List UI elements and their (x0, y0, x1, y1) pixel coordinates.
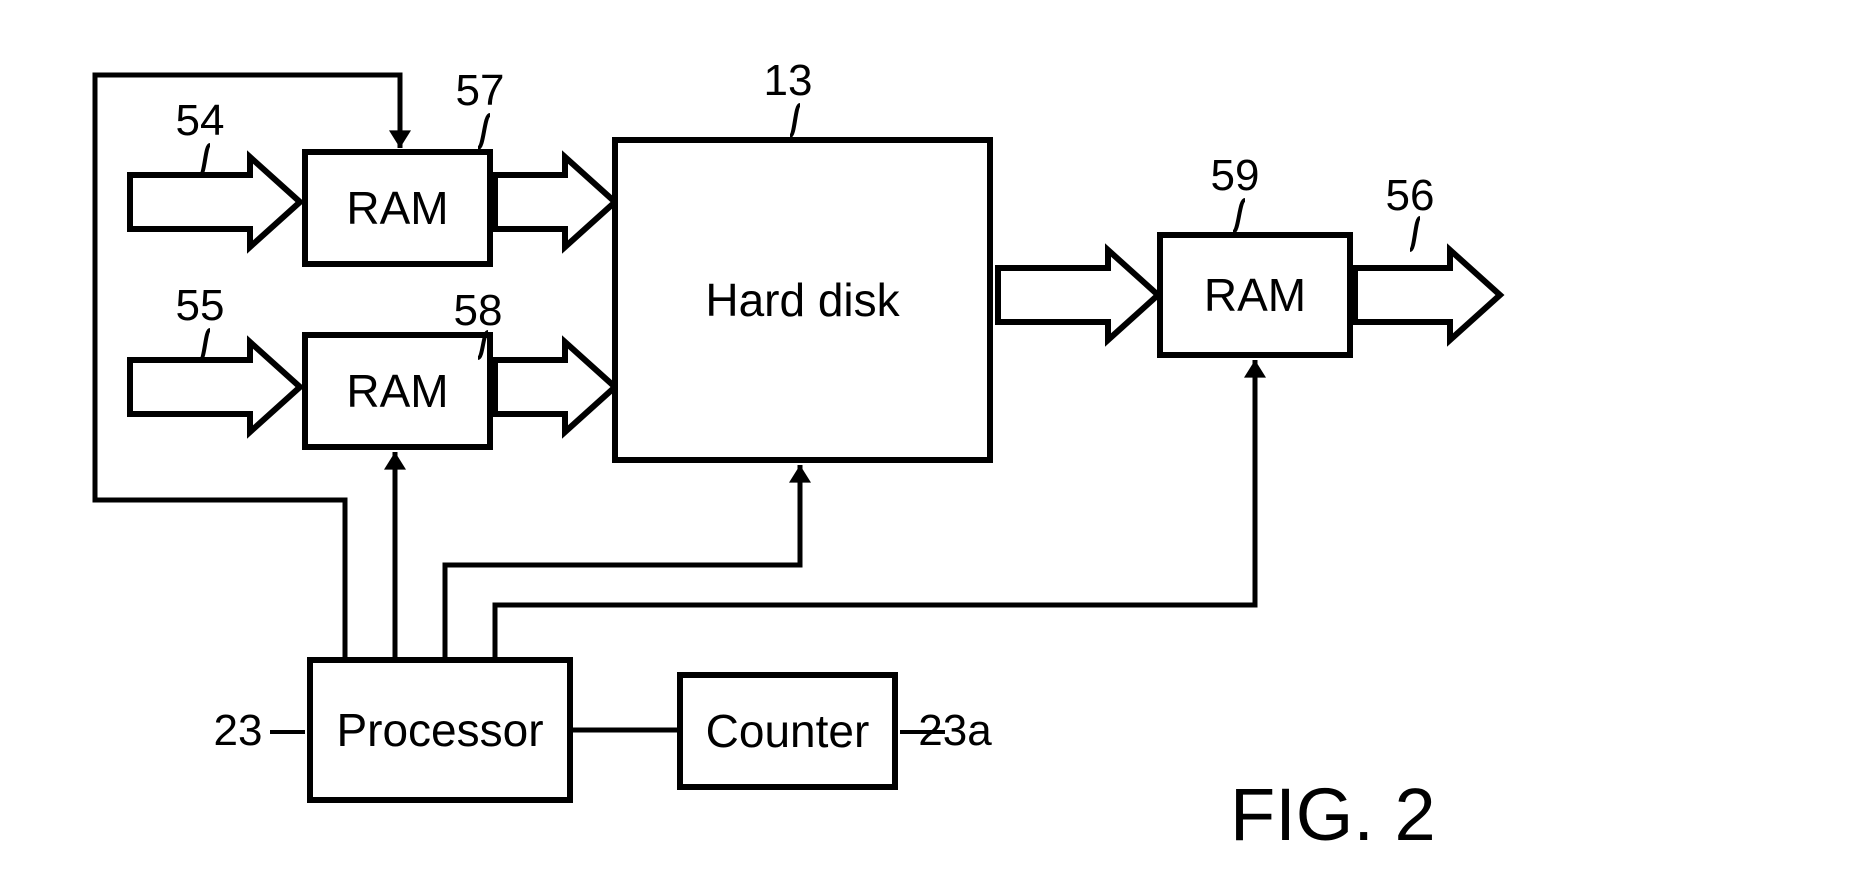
ref-label-r55: 55 (176, 281, 225, 360)
ref-text-r23: 23 (214, 706, 263, 755)
block-label-proc: Processor (336, 704, 543, 756)
block-label-ram58: RAM (346, 365, 448, 417)
block-label-ram57: RAM (346, 182, 448, 234)
ref-text-r56: 56 (1386, 171, 1435, 220)
ref-label-r23: 23 (214, 706, 305, 755)
ref-label-r56: 56 (1386, 171, 1435, 250)
ref-leader-r54 (200, 145, 210, 175)
block-ram57: RAM (305, 152, 490, 264)
ref-label-r59: 59 (1211, 151, 1260, 232)
block-ram58: RAM (305, 335, 490, 447)
ref-leader-r56 (1410, 218, 1420, 250)
ref-text-r57: 57 (456, 66, 505, 115)
ref-text-r23a: 23a (918, 706, 992, 755)
wire-arrowhead-proc_to_ram59 (1244, 360, 1266, 378)
ref-text-r55: 55 (176, 281, 225, 330)
wire-proc_to_hdd (445, 465, 811, 660)
flow-arrow-a56 (1355, 250, 1500, 340)
wire-arrowhead-proc_to_ram58 (384, 452, 406, 470)
ref-label-r54: 54 (176, 96, 225, 175)
block-counter: Counter (680, 675, 895, 787)
wire-proc_to_ram58 (384, 452, 406, 660)
ref-text-r13: 13 (764, 56, 813, 105)
ref-label-r57: 57 (456, 66, 505, 148)
ref-text-r54: 54 (176, 96, 225, 145)
ref-leader-r59 (1233, 200, 1245, 232)
ref-label-r23a: 23a (900, 706, 992, 755)
ref-leader-r57 (478, 115, 490, 148)
flow-arrow-a54 (130, 157, 300, 247)
ref-leader-r13 (790, 105, 800, 136)
flow-arrow-a58out (495, 342, 615, 432)
ref-text-r59: 59 (1211, 151, 1260, 200)
flow-arrow-ahddout (998, 250, 1158, 340)
block-label-hdd: Hard disk (705, 274, 900, 326)
flow-arrow-a55 (130, 342, 300, 432)
wire-arrowhead-proc_to_ram57 (389, 130, 411, 148)
figure-label: FIG. 2 (1230, 773, 1436, 856)
block-hdd: Hard disk (615, 140, 990, 460)
ref-label-r13: 13 (764, 56, 813, 136)
block-ram59: RAM (1160, 235, 1350, 355)
block-label-counter: Counter (706, 705, 870, 757)
block-proc: Processor (310, 660, 570, 800)
wire-arrowhead-proc_to_hdd (789, 465, 811, 483)
flow-arrow-a57out (495, 157, 615, 247)
diagram-canvas: RAM RAM Hard disk RAM Processor Counter 54 57 13… (0, 0, 1869, 886)
ref-text-r58: 58 (454, 286, 503, 335)
ref-leader-r55 (200, 330, 210, 360)
block-label-ram59: RAM (1204, 269, 1306, 321)
